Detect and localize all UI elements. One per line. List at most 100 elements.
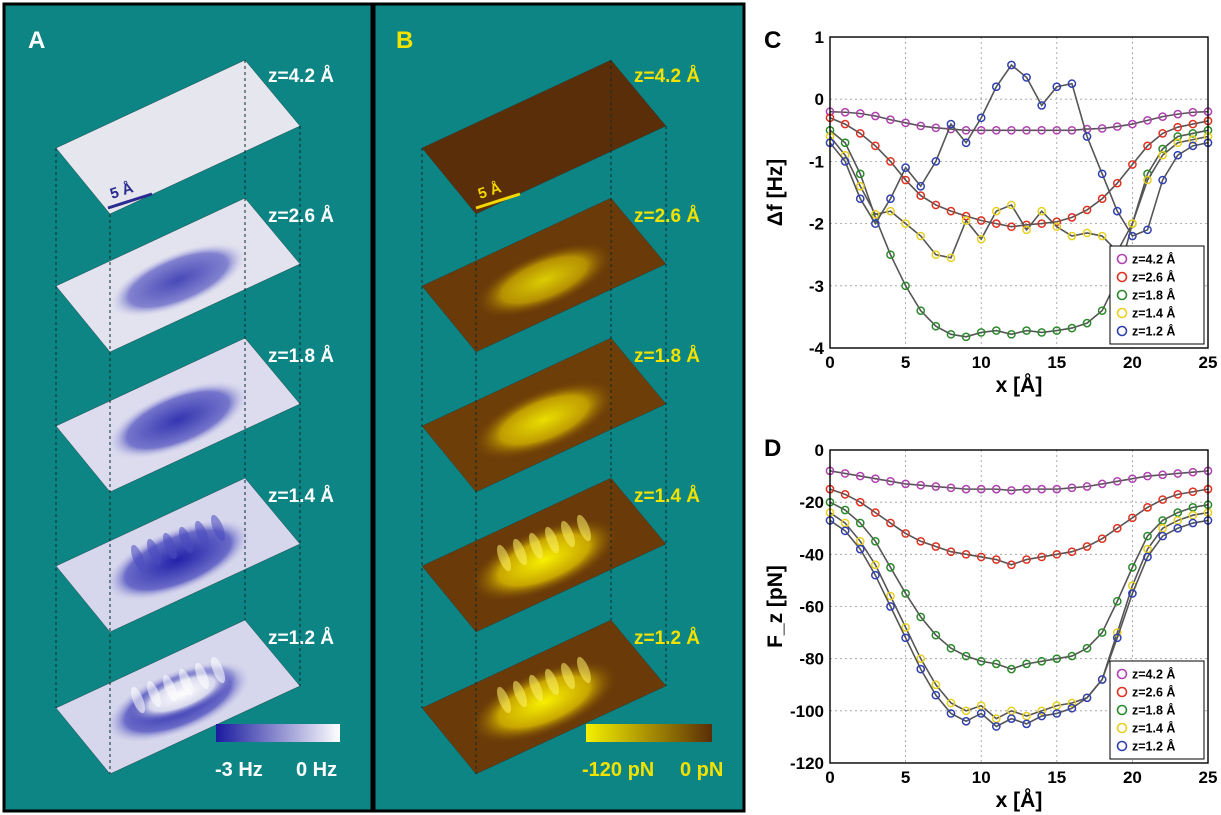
data-point: [901, 163, 910, 172]
data-point: [1022, 225, 1031, 235]
data-point: [1112, 633, 1122, 643]
data-point: [840, 526, 850, 536]
data-point: [1037, 206, 1047, 216]
data-point: [1082, 482, 1092, 491]
data-point: [976, 216, 986, 225]
data-point: [916, 480, 926, 490]
data-point: [1143, 115, 1152, 125]
data-point: [1173, 138, 1183, 148]
data-point: [991, 484, 1001, 494]
surface-ridge: [195, 662, 209, 690]
surface-feature: [107, 241, 249, 319]
surface-ridge: [513, 680, 527, 708]
data-point: [1052, 654, 1062, 664]
data-point: [1052, 222, 1062, 232]
data-point: [1037, 328, 1047, 337]
x-tick-label: 10: [972, 353, 991, 372]
data-point: [1173, 150, 1183, 160]
y-tick-label: -60: [799, 598, 824, 617]
data-point: [916, 664, 926, 674]
data-point: [1067, 547, 1077, 557]
data-point: [961, 651, 971, 661]
surface-feature: [468, 517, 620, 603]
axes-frame: [829, 449, 1209, 764]
data-point: [1143, 531, 1152, 541]
data-point: [1112, 122, 1122, 131]
data-point: [1097, 675, 1107, 684]
data-point: [1158, 112, 1167, 121]
data-point: [946, 643, 956, 653]
data-point: [840, 469, 850, 478]
data-point: [855, 518, 865, 528]
data-point: [931, 690, 941, 700]
data-point: [946, 547, 956, 557]
data-point: [1112, 476, 1122, 486]
legend-marker: [1116, 289, 1128, 301]
data-point: [1128, 219, 1137, 228]
data-point: [961, 716, 971, 726]
legend-label: z=1.8 Å: [1132, 703, 1175, 718]
data-point: [1067, 651, 1077, 661]
data-point: [931, 200, 941, 210]
panel-d-label: D: [764, 435, 781, 462]
data-point: [901, 175, 910, 185]
data-point: [931, 680, 941, 690]
data-point: [991, 125, 1001, 135]
legend-marker: [1116, 740, 1128, 752]
data-point: [1158, 470, 1167, 480]
legend-marker: [1116, 271, 1128, 283]
surface-ridge: [211, 514, 225, 542]
data-point: [961, 138, 971, 148]
legend-label: z=2.6 Å: [1132, 270, 1175, 285]
data-point: [1173, 122, 1183, 132]
y-tick-label: -100: [790, 702, 824, 721]
data-point: [991, 82, 1001, 92]
data-point: [961, 484, 971, 494]
data-point: [1173, 523, 1183, 533]
data-point: [1037, 125, 1047, 135]
data-point: [976, 552, 986, 562]
panel-b: B z=4.2 Å z=2.6 Å z=1.8 Å z=1.4 Å z=1.2 Å 5 …: [372, 2, 746, 813]
data-point: [916, 191, 926, 200]
z-label: z=1.2 Å: [634, 628, 700, 649]
surface-ridge: [497, 686, 511, 714]
surface-ridge: [529, 674, 543, 702]
data-point: [886, 563, 895, 572]
data-point: [1037, 219, 1047, 228]
data-point: [1188, 135, 1198, 144]
data-point: [901, 479, 910, 489]
legend-marker: [1116, 704, 1128, 716]
data-point: [961, 549, 971, 559]
surface-feature: [473, 241, 615, 319]
y-tick-label: 1: [815, 28, 824, 47]
data-point: [901, 219, 910, 228]
data-point: [1007, 560, 1016, 570]
data-point: [976, 709, 986, 718]
x-tick-label: 25: [1199, 768, 1218, 787]
y-axis-label: Δf [Hz]: [764, 159, 787, 227]
data-point: [961, 332, 971, 342]
data-point: [916, 121, 926, 131]
data-point: [1188, 119, 1198, 129]
x-tick-label: 20: [1123, 768, 1142, 787]
panel-a-label: A: [28, 27, 45, 54]
data-point: [991, 722, 1001, 731]
x-tick-label: 10: [972, 768, 991, 787]
data-point: [1128, 231, 1137, 241]
data-point: [855, 181, 865, 191]
data-point: [1067, 231, 1077, 241]
data-point: [1022, 719, 1031, 729]
data-point: [871, 474, 880, 484]
data-point: [1188, 487, 1198, 497]
data-point: [1022, 555, 1031, 564]
data-point: [1037, 711, 1047, 721]
data-point: [1173, 132, 1183, 141]
surface-ridge: [545, 668, 559, 696]
data-point: [1067, 703, 1077, 713]
colorbar-b: [586, 724, 712, 742]
data-point: [931, 157, 941, 166]
y-tick-label: 0: [815, 90, 824, 109]
data-point: [1158, 495, 1167, 504]
